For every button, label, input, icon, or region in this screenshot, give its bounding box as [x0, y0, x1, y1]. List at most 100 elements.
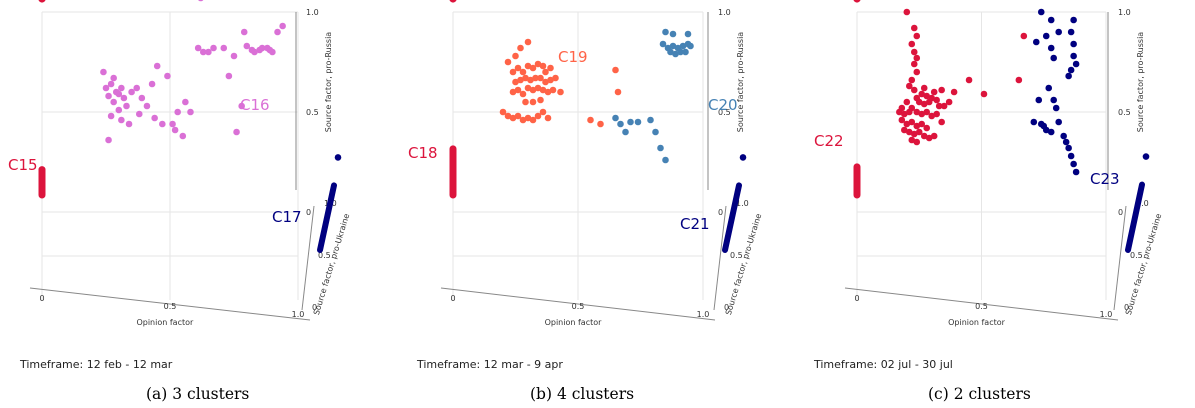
data-point [915, 128, 923, 136]
data-point [612, 66, 619, 74]
data-point [933, 110, 940, 118]
data-point [617, 120, 624, 128]
data-point [910, 24, 918, 32]
data-point [107, 80, 115, 88]
data-point [542, 68, 549, 76]
data-point [923, 92, 931, 100]
data-point [1037, 8, 1045, 16]
data-point [269, 48, 276, 56]
x-tick-label: 1.0 [697, 310, 710, 319]
data-point [739, 154, 747, 161]
data-point [913, 122, 921, 130]
data-point [1142, 153, 1150, 160]
data-point [148, 80, 156, 88]
data-point [549, 86, 557, 94]
data-point [1062, 138, 1070, 146]
data-point [547, 64, 554, 72]
data-point [903, 98, 911, 106]
data-point [1050, 54, 1058, 62]
data-point [539, 108, 547, 116]
data-point [659, 40, 667, 48]
cluster-label: C15 [8, 156, 38, 174]
data-point [918, 110, 926, 118]
data-point [38, 0, 46, 3]
data-point [910, 48, 918, 56]
data-point [913, 68, 921, 76]
data-point [669, 30, 677, 38]
data-point [905, 128, 913, 136]
data-points [853, 0, 1150, 253]
data-point [928, 94, 935, 102]
data-point [544, 88, 552, 96]
data-point [930, 132, 938, 140]
data-point [509, 114, 517, 122]
data-point [908, 76, 916, 84]
z-tick-label: 0 [718, 208, 723, 217]
data-point [171, 126, 179, 134]
data-point [908, 104, 916, 112]
data-point [169, 120, 176, 128]
cluster-label: C16 [240, 96, 270, 114]
data-point [105, 136, 112, 144]
data-point [552, 74, 559, 82]
data-point [923, 108, 931, 116]
y-tick-label: 0 [312, 303, 317, 312]
data-point [279, 22, 286, 30]
data-point [896, 108, 903, 116]
data-point [933, 96, 940, 104]
data-point [143, 102, 151, 110]
data-point [514, 64, 522, 72]
data-point [672, 50, 679, 58]
data-point [950, 88, 958, 96]
data-point [120, 94, 128, 102]
data-point [901, 126, 908, 134]
data-point [524, 114, 532, 122]
data-point [128, 88, 135, 96]
data-point [1065, 72, 1072, 80]
scatter-plot-b: 0 0.5 1.0 0 0.5 1.0 0 0.5 1.0 Opinion factor Sourc… [408, 0, 763, 327]
x-tick-label: 0 [39, 294, 44, 303]
data-point [908, 136, 916, 144]
timeframe-label-b: Timeframe: 12 mar - 9 apr [417, 358, 563, 371]
x-axis-line [844, 287, 1119, 321]
data-point [1042, 126, 1050, 134]
z-tick-label: 1.0 [718, 8, 731, 17]
data-point [174, 108, 181, 116]
z-tick-label: 1.0 [1118, 8, 1131, 17]
data-point [1070, 52, 1077, 60]
data-point [1055, 28, 1062, 36]
data-point [627, 118, 634, 126]
data-point [898, 116, 906, 124]
data-point [1060, 132, 1067, 140]
data-point [1067, 66, 1075, 74]
data-point [980, 90, 988, 98]
data-point [913, 54, 921, 62]
data-point [509, 88, 517, 96]
data-point [233, 128, 240, 136]
y-axis-line [301, 205, 315, 311]
data-point [529, 86, 537, 94]
data-point [940, 102, 948, 110]
y-tick-label: 1.0 [736, 199, 749, 208]
data-point [597, 120, 604, 128]
data-point [164, 72, 171, 80]
data-point [514, 112, 522, 120]
data-point [514, 86, 522, 94]
data-point [517, 44, 524, 52]
data-point [334, 154, 342, 161]
data-point [159, 120, 166, 128]
data-point [499, 108, 507, 116]
data-point [527, 76, 534, 84]
data-point [105, 92, 112, 100]
scatter-plot-c: 0 0.5 1.0 0 0.5 1.0 0 0.5 1.0 Opinion factor Sourc… [814, 0, 1163, 327]
data-point [587, 116, 594, 124]
data-point [920, 132, 928, 140]
y-tick-label: 0.5 [1130, 251, 1143, 260]
data-point [687, 42, 694, 50]
data-point [930, 88, 938, 96]
data-point [1035, 96, 1043, 104]
data-point [519, 116, 527, 124]
data-point [853, 0, 861, 3]
z-axis-title: Source factor, pro-Russia [1136, 32, 1145, 132]
data-point [243, 42, 251, 50]
